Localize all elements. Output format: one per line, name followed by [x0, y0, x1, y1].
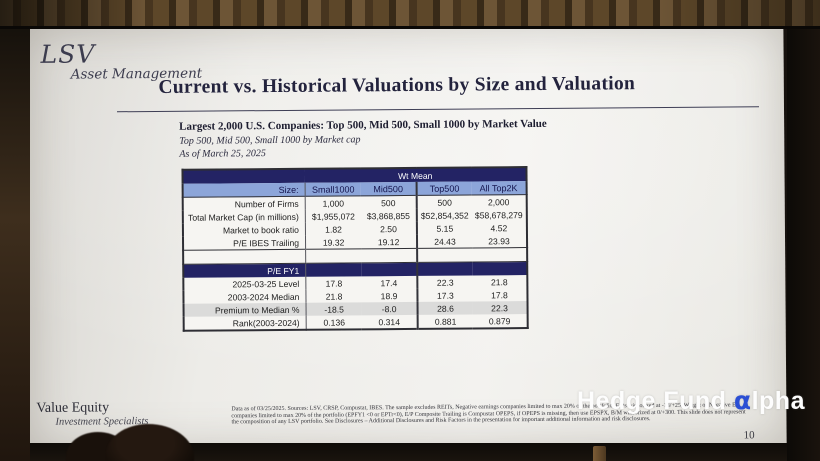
cell-value: 18.9 — [380, 290, 398, 301]
cell-value: $3,868,855 — [366, 210, 410, 221]
cell-value: 4.52 — [490, 222, 508, 233]
cell-value: 21.8 — [490, 276, 508, 287]
pe-fy1-label: P/E FY1 — [183, 263, 306, 278]
column-header: Small1000 — [305, 182, 361, 197]
cell-value: 17.8 — [491, 289, 508, 300]
subtitle-date: As of March 25, 2025 — [179, 148, 266, 160]
alpha-glyph: α — [733, 386, 752, 415]
row-label: Number of Firms — [234, 198, 299, 209]
cell-value: 22.3 — [472, 301, 528, 315]
row-label: 2003-2024 Median — [227, 291, 300, 302]
cell-value: 1.82 — [305, 222, 362, 236]
cell-value: $58,678,279 — [474, 209, 523, 220]
row-label: Rank(2003-2024) — [232, 317, 300, 328]
hedge-fund-alpha-watermark: Hedge Fund αlpha — [577, 386, 805, 416]
curtain-valance — [0, 0, 820, 29]
cell-value: 23.93 — [488, 235, 510, 246]
column-header: Mid500 — [360, 181, 417, 196]
cell-value: 500 — [416, 194, 472, 209]
cell-value: 2,000 — [487, 196, 510, 207]
row-label: Premium to Median % — [183, 302, 307, 317]
table-section-characteristics: Number of Firms 1,000 500 500 2,000 Total Mar… — [183, 194, 527, 251]
room-left-edge — [0, 20, 30, 461]
column-header: Top500 — [416, 181, 472, 196]
cell-value: 500 — [381, 197, 396, 208]
cell-value: 2.50 — [380, 223, 397, 234]
empty-band-cell — [182, 168, 306, 184]
cell-value: 17.8 — [305, 276, 362, 290]
cell-value: -8.0 — [361, 301, 418, 316]
cell-value: 21.8 — [305, 289, 362, 303]
column-header: All Top2K — [471, 181, 527, 195]
cell-value: 22.3 — [417, 275, 473, 289]
room-right-edge — [787, 20, 820, 461]
cell-value: 0.881 — [417, 314, 473, 329]
watermark-text-right: lpha — [751, 387, 805, 415]
cell-value: $1,955,072 — [305, 209, 362, 223]
table-row: Rank(2003-2024) 0.136 0.314 0.881 0.879 — [184, 314, 528, 331]
subtitle-block: Largest 2,000 U.S. Companies: Top 500, M… — [179, 118, 547, 160]
lsv-logo-text: LSV — [40, 39, 96, 69]
cell-value: 19.12 — [377, 236, 400, 247]
screen-bottom-bezel — [0, 443, 820, 461]
cell-value: 17.4 — [380, 277, 398, 288]
subtitle-bold: Largest 2,000 U.S. Companies: Top 500, M… — [179, 117, 547, 133]
cell-value: 0.136 — [306, 315, 362, 330]
cell-value: $52,854,352 — [416, 208, 472, 222]
valuations-table: Wt Mean Size: Small1000 Mid500 Top500 Al… — [181, 166, 529, 332]
cell-value: 24.43 — [416, 234, 473, 249]
footer-value-equity: Value Equity — [36, 400, 110, 416]
page-number: 10 — [743, 429, 755, 442]
cell-value: 0.314 — [378, 316, 401, 327]
row-label: P/E IBES Trailing — [233, 237, 300, 248]
cell-value: 0.879 — [488, 315, 511, 326]
subtitle-italic: Top 500, Mid 500, Small 1000 by Market c… — [179, 133, 361, 147]
row-label: 2025-03-25 Level — [232, 278, 300, 289]
cell-value: 5.15 — [416, 221, 472, 235]
size-label: Size: — [182, 182, 306, 198]
title-divider — [117, 106, 759, 113]
cell-value: -18.5 — [305, 302, 362, 316]
watermark-text-left: Hedge Fund — [577, 387, 727, 415]
row-label: Market to book ratio — [222, 224, 299, 235]
cell-value: 19.32 — [305, 235, 362, 250]
slide-title: Current vs. Historical Valuations by Siz… — [158, 73, 636, 98]
table-section-pe-fy1: 2025-03-25 Level 17.8 17.4 22.3 21.8 2003-202… — [183, 275, 528, 331]
cell-value: 1,000 — [305, 195, 361, 210]
chair-back-object — [593, 446, 606, 461]
cell-value: 17.3 — [417, 288, 473, 302]
cell-value: 28.6 — [417, 301, 473, 315]
row-label: Total Market Cap (in millions) — [187, 211, 299, 223]
